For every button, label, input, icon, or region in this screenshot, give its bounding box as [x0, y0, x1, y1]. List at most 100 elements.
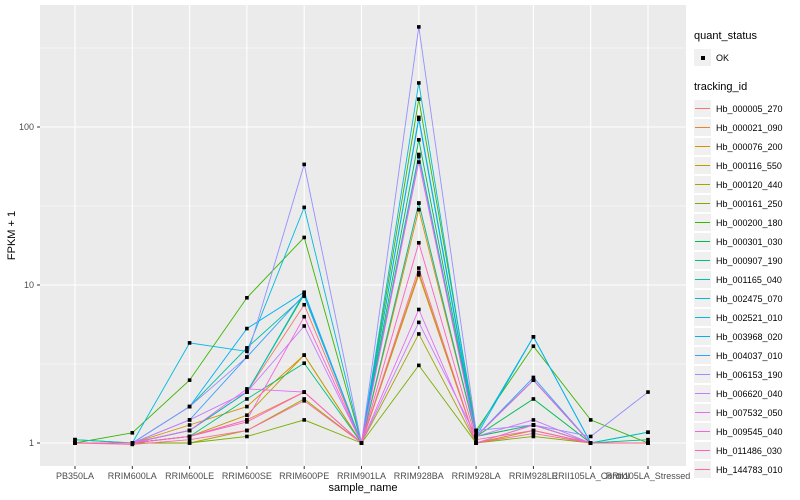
- data-point-marker: [73, 441, 77, 445]
- data-point-marker: [417, 270, 421, 275]
- series-color-line-icon: [695, 469, 710, 470]
- data-point-marker: [588, 434, 593, 439]
- data-point-marker: [417, 137, 421, 142]
- legend-swatch: [694, 309, 711, 326]
- data-point-marker: [417, 160, 421, 164]
- data-point-marker: [245, 349, 249, 354]
- legend-title-tracking-id: tracking_id: [694, 81, 748, 93]
- legend-item-label: Hb_000907_190: [716, 255, 783, 266]
- y-axis-title: FPKM + 1: [6, 211, 18, 260]
- data-point-marker: [474, 428, 478, 433]
- x-tick-label: RRIM600LE: [165, 471, 214, 481]
- legend-item-label: Hb_011486_030: [716, 445, 782, 456]
- legend-item-label: Hb_006620_040: [716, 388, 783, 399]
- data-point-marker: [245, 346, 249, 350]
- data-point-marker: [245, 387, 249, 391]
- data-point-marker: [646, 437, 650, 442]
- data-point-marker: [646, 441, 650, 445]
- data-point-marker: [417, 152, 421, 157]
- series-color-line-icon: [695, 108, 710, 109]
- legend-item-Hb_000021_090: Hb_000021_090: [694, 118, 800, 137]
- legend-item-Hb_007532_050: Hb_007532_050: [694, 403, 800, 422]
- x-tick-label: RRIM600PE: [279, 471, 329, 481]
- legend-item-Hb_000005_270: Hb_000005_270: [694, 99, 800, 118]
- data-point-marker: [73, 437, 77, 442]
- data-point-marker: [302, 397, 306, 401]
- x-tick-label: RRIM928BA: [394, 471, 444, 481]
- legend-swatch: [694, 195, 711, 212]
- legend-swatch: [694, 119, 711, 136]
- data-point-marker: [417, 117, 421, 122]
- data-point-marker: [302, 162, 306, 167]
- series-color-line-icon: [695, 127, 710, 128]
- legend-swatch: [694, 404, 711, 421]
- data-point-marker: [245, 418, 249, 422]
- series-color-line-icon: [695, 412, 710, 413]
- x-tick-label: RRII105LA_Stressed: [606, 471, 691, 481]
- data-point-marker: [187, 434, 192, 439]
- x-tick-label: RRIM600SE: [222, 471, 272, 481]
- legend-item-Hb_000200_180: Hb_000200_180: [694, 213, 800, 232]
- legend-item-label: Hb_002521_010: [716, 312, 783, 323]
- x-tick-label: PB350LA: [56, 471, 94, 481]
- legend-item-label: Hb_002475_070: [716, 293, 783, 304]
- legend-item-label: Hb_009545_040: [716, 426, 783, 437]
- data-point-marker: [187, 423, 192, 427]
- data-point-marker: [130, 442, 135, 447]
- legend-item-label: Hb_000021_090: [716, 122, 783, 133]
- legend-swatch: [694, 252, 711, 269]
- series-color-line-icon: [695, 374, 710, 375]
- data-point-marker: [130, 431, 135, 435]
- series-color-line-icon: [695, 317, 710, 318]
- series-color-line-icon: [695, 241, 710, 242]
- data-point-marker: [302, 398, 306, 403]
- legend-item-label: Hb_000076_200: [716, 141, 783, 152]
- legend-item-label: Hb_000161_250: [716, 198, 783, 209]
- data-point-marker: [417, 273, 421, 277]
- chart-legend: quant_status OK tracking_id Hb_000005_27…: [694, 30, 800, 479]
- y-tick-label: 10: [24, 280, 34, 290]
- data-point-marker: [531, 375, 536, 380]
- x-axis-title: sample_name: [328, 482, 397, 494]
- series-color-line-icon: [695, 184, 710, 185]
- data-point-marker: [417, 240, 421, 245]
- data-point-marker: [245, 428, 249, 433]
- legend-item-Hb_000120_440: Hb_000120_440: [694, 175, 800, 194]
- data-point-marker: [588, 441, 593, 445]
- legend-item-Hb_009545_040: Hb_009545_040: [694, 422, 800, 441]
- series-color-line-icon: [695, 298, 710, 299]
- legend-item-Hb_144783_010: Hb_144783_010: [694, 460, 800, 479]
- data-point-marker: [187, 437, 192, 442]
- data-point-marker: [417, 81, 421, 85]
- legend-swatch: [694, 138, 711, 155]
- data-point-marker: [302, 235, 306, 240]
- data-point-marker: [531, 378, 536, 382]
- line-chart: PB350LA RRIM600LA RRIM600LE RRIM600SE RRIM60…: [6, 5, 691, 494]
- legend-title-quant-status: quant_status: [694, 30, 757, 42]
- data-point-marker: [245, 355, 249, 359]
- x-tick-label: RRII105LA_Control: [552, 471, 630, 481]
- data-point-marker: [245, 434, 249, 439]
- y-tick-label: 1: [29, 438, 34, 448]
- data-point-marker: [245, 413, 249, 417]
- data-point-marker: [245, 404, 249, 409]
- legend-swatch: [694, 442, 711, 459]
- series-color-line-icon: [695, 355, 710, 356]
- legend-item-Hb_000301_030: Hb_000301_030: [694, 232, 800, 251]
- legend-swatch: [694, 214, 711, 231]
- data-point-marker: [302, 302, 306, 307]
- data-point-marker: [417, 154, 421, 159]
- data-point-marker: [302, 205, 306, 210]
- data-point-marker: [245, 397, 249, 401]
- data-point-marker: [417, 332, 421, 336]
- series-color-line-icon: [695, 431, 710, 432]
- legend-swatch: [694, 328, 711, 345]
- plot-panel: [40, 5, 686, 466]
- series-color-line-icon: [695, 146, 710, 147]
- point-marker-icon: [701, 56, 705, 60]
- data-point-marker: [531, 428, 536, 433]
- data-point-marker: [359, 441, 364, 445]
- tracking-id-key-list: Hb_000005_270 Hb_000021_090 Hb_000076_200 H…: [694, 99, 800, 479]
- data-point-marker: [187, 378, 192, 382]
